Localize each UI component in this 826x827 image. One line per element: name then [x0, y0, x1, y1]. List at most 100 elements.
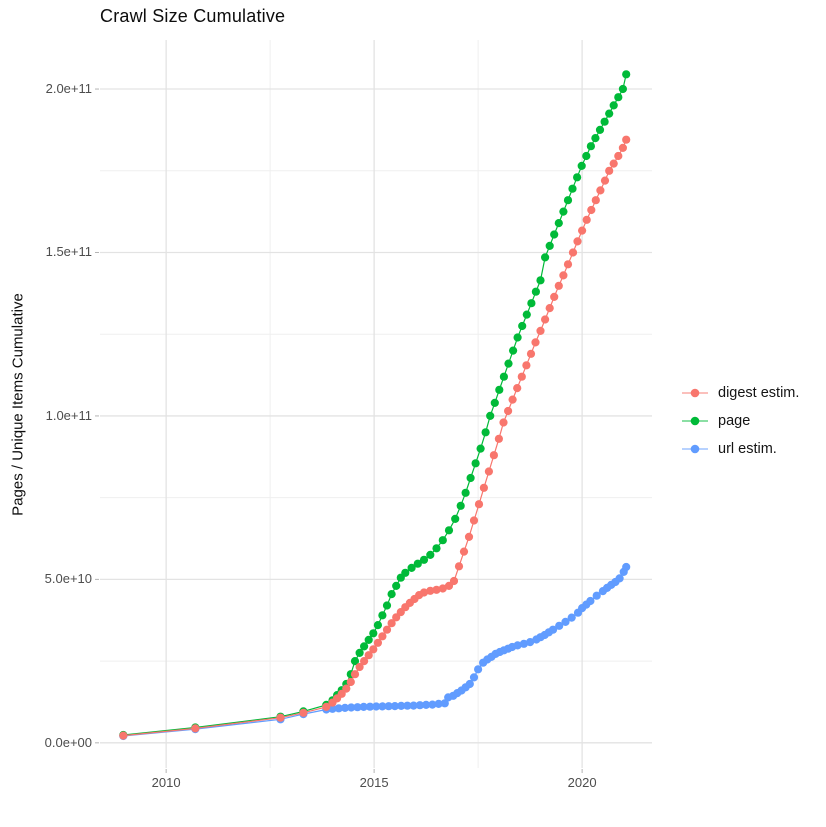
data-point-page: [490, 398, 499, 407]
data-point-page: [476, 444, 485, 453]
data-point-page: [568, 184, 577, 193]
data-point-url-estim: [561, 617, 570, 627]
data-point-digest-estim: [454, 562, 464, 571]
data-point-digest-estim: [605, 166, 614, 175]
data-point-digest-estim: [494, 434, 503, 443]
data-point-url-estim: [615, 574, 624, 583]
data-point-digest-estim: [578, 226, 587, 235]
data-point-page: [513, 333, 522, 342]
data-point-page: [522, 310, 531, 319]
data-point-url-estim: [592, 591, 601, 600]
data-point-page: [387, 590, 396, 599]
data-point-page: [518, 321, 527, 331]
data-point-digest-estim: [322, 702, 331, 712]
data-point-digest-estim: [554, 281, 563, 290]
data-point-digest-estim: [609, 159, 618, 168]
data-point-url-estim: [567, 613, 576, 622]
data-point-page: [577, 161, 586, 170]
data-point-digest-estim: [541, 315, 550, 324]
legend-item-digest-estim: digest estim.: [681, 379, 799, 407]
data-point-digest-estim: [545, 304, 554, 313]
data-point-url-estim: [378, 702, 387, 711]
data-point-digest-estim: [373, 638, 382, 647]
data-point-digest-estim: [299, 708, 308, 717]
data-point-digest-estim: [350, 670, 360, 679]
data-point-digest-estim: [522, 361, 531, 370]
data-point-url-estim: [548, 625, 558, 634]
data-point-digest-estim: [449, 576, 459, 586]
data-point-digest-estim: [591, 196, 600, 205]
data-point-page: [456, 501, 465, 510]
data-point-page: [541, 253, 550, 262]
y-tick-label: 1.5e+11: [45, 244, 92, 260]
data-point-digest-estim: [438, 584, 447, 593]
data-point-url-estim: [469, 673, 479, 682]
data-point-digest-estim: [191, 724, 200, 733]
data-point-page: [378, 611, 387, 620]
data-point-page: [382, 601, 392, 610]
data-point-page: [545, 241, 554, 250]
data-point-page: [471, 459, 480, 468]
data-point-digest-estim: [387, 619, 396, 628]
data-point-digest-estim: [504, 406, 513, 416]
data-point-digest-estim: [563, 260, 573, 269]
data-point-page: [413, 559, 422, 568]
data-point-page: [504, 359, 513, 368]
data-point-url-estim: [353, 703, 362, 712]
x-tick-label: 2015: [359, 775, 389, 790]
data-point-url-estim: [586, 596, 595, 606]
data-point-page: [563, 196, 573, 205]
data-point-page: [595, 125, 605, 134]
data-point-url-estim: [347, 703, 356, 712]
data-point-url-estim: [422, 700, 431, 710]
data-point-digest-estim: [526, 349, 536, 358]
data-point-page: [573, 173, 582, 182]
chart-title: Crawl Size Cumulative: [100, 6, 286, 26]
data-point-page: [432, 544, 441, 553]
data-point-page: [438, 536, 447, 545]
data-point-page: [527, 299, 536, 308]
legend-item-page: page: [681, 407, 799, 435]
data-point-url-estim: [409, 701, 418, 710]
data-point-url-estim: [513, 641, 522, 650]
data-point-digest-estim: [479, 483, 488, 492]
series-digest-estim: [119, 135, 631, 740]
data-point-page: [486, 411, 495, 420]
data-point-url-estim: [390, 702, 399, 711]
y-tick-label: 2.0e+11: [45, 81, 92, 97]
data-point-url-estim: [519, 639, 529, 648]
data-point-page: [419, 555, 429, 564]
data-point-page: [401, 568, 410, 577]
data-point-page: [495, 385, 504, 394]
data-point-digest-estim: [426, 586, 435, 595]
data-point-page: [614, 93, 623, 102]
data-point-digest-estim: [517, 372, 526, 381]
data-point-page: [373, 621, 382, 630]
data-point-page: [582, 151, 591, 161]
legend: digest estim. page url estim.: [681, 379, 799, 463]
data-point-digest-estim: [582, 215, 591, 224]
y-tick-label: 5.0e+10: [44, 571, 92, 587]
data-point-page: [499, 372, 508, 381]
data-point-url-estim: [340, 703, 350, 713]
data-point-digest-estim: [573, 237, 582, 246]
data-point-digest-estim: [489, 451, 498, 460]
data-point-digest-estim: [419, 588, 429, 597]
data-point-page: [355, 648, 364, 658]
data-point-digest-estim: [369, 645, 378, 654]
data-point-digest-estim: [568, 248, 578, 257]
data-point-page: [350, 657, 360, 666]
data-point-url-estim: [526, 638, 535, 647]
data-point-page: [426, 550, 435, 560]
data-point-url-estim: [334, 704, 343, 713]
data-point-page: [554, 219, 563, 228]
legend-key-icon: [682, 444, 708, 454]
data-point-url-estim: [555, 621, 564, 630]
data-point-digest-estim: [550, 292, 559, 301]
data-point-url-estim: [397, 701, 406, 711]
data-point-page: [392, 581, 401, 591]
data-point-page: [461, 488, 470, 497]
data-point-digest-estim: [119, 731, 128, 740]
